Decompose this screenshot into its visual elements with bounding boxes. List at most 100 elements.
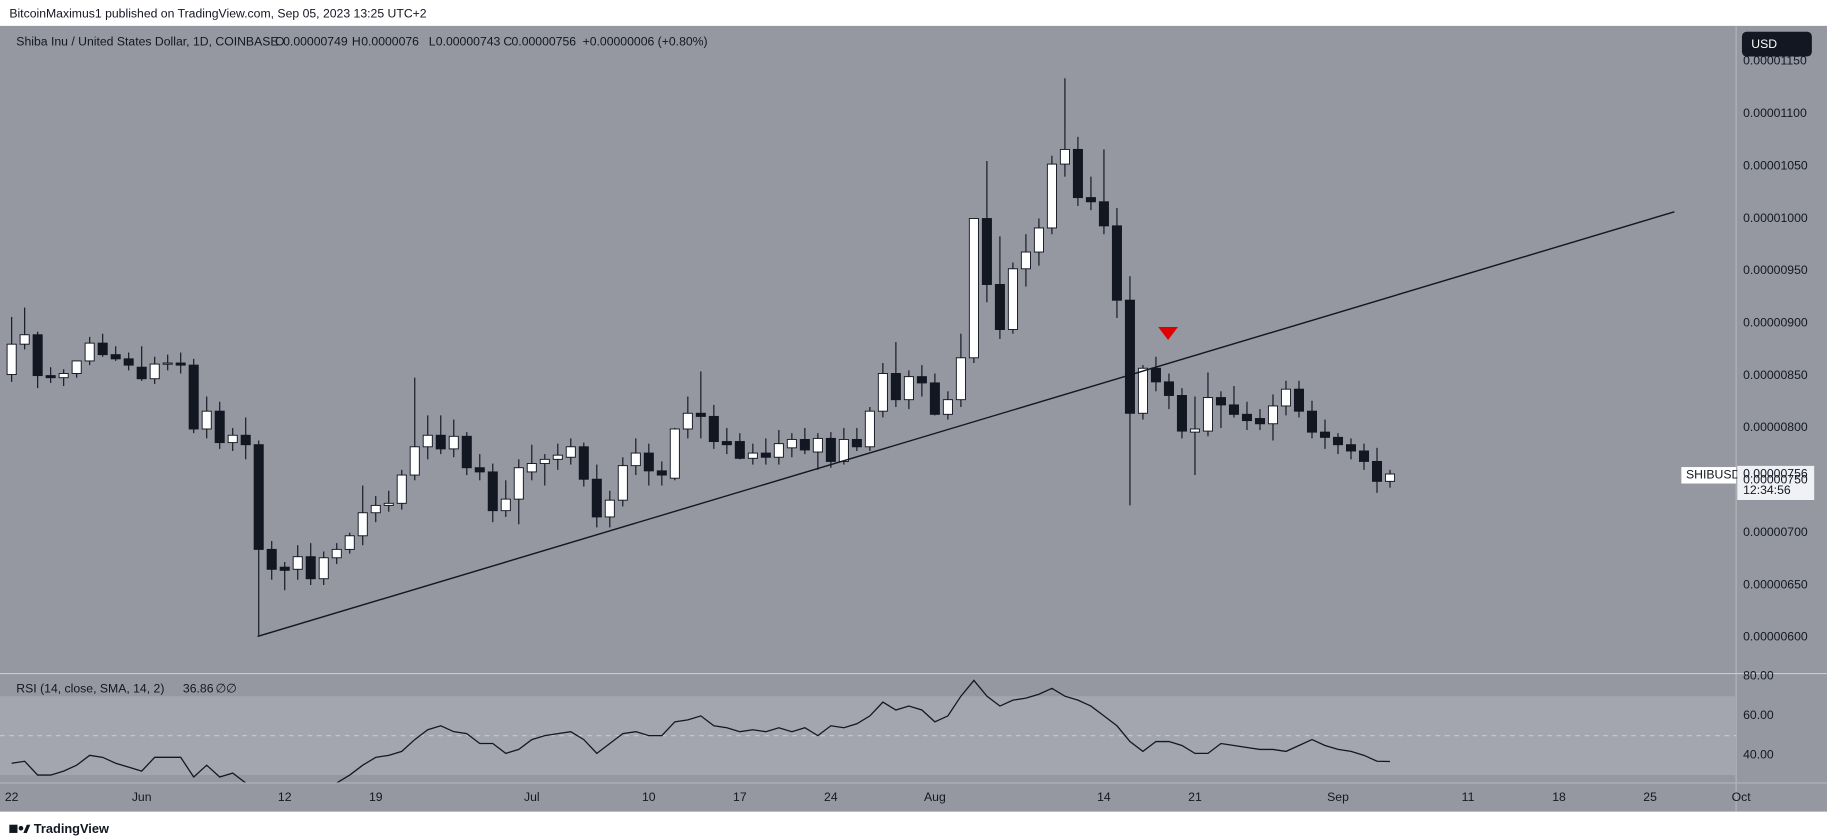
candle-body bbox=[1215, 397, 1226, 406]
candle-body bbox=[981, 218, 992, 285]
candle-body bbox=[968, 218, 979, 359]
rsi-tick-label: 60.00 bbox=[1743, 708, 1774, 722]
candle-body bbox=[1371, 460, 1383, 482]
candle-body bbox=[1150, 367, 1161, 383]
candle-body bbox=[643, 452, 654, 472]
candle-body bbox=[669, 428, 680, 479]
rsi-tick-label: 40.00 bbox=[1743, 748, 1774, 762]
candle-body bbox=[604, 499, 615, 518]
candle-body bbox=[565, 446, 576, 458]
chart-background bbox=[0, 25, 1827, 812]
x-tick-label: 11 bbox=[1462, 790, 1475, 804]
candle-body bbox=[890, 373, 901, 401]
legend-key: O bbox=[275, 35, 285, 49]
candle-body bbox=[1345, 444, 1357, 452]
candle-body bbox=[1020, 251, 1031, 270]
trendline bbox=[257, 211, 1675, 638]
candle-body bbox=[279, 566, 290, 571]
candle-body bbox=[1319, 431, 1331, 438]
y-tick-label: 0.00000800 bbox=[1743, 420, 1808, 434]
y-tick-label: 0.00001000 bbox=[1743, 211, 1808, 225]
symbol-tag bbox=[1681, 467, 1737, 484]
candle-body bbox=[71, 360, 82, 374]
y-tick-label: 0.00001100 bbox=[1743, 106, 1807, 120]
chart-title: Shiba Inu / United States Dollar, 1D, CO… bbox=[16, 35, 278, 49]
legend-high: 0.0000076 bbox=[361, 35, 419, 49]
x-tick-label: 10 bbox=[642, 790, 656, 804]
candle-body bbox=[474, 467, 485, 473]
x-tick-label: 18 bbox=[1552, 790, 1566, 804]
candle-body bbox=[227, 434, 238, 444]
candle-body bbox=[1007, 268, 1018, 330]
y-tick-label: 0.00000900 bbox=[1743, 315, 1808, 329]
candle-body bbox=[32, 334, 43, 377]
currency-label[interactable]: USD bbox=[1751, 37, 1777, 51]
y-tick-label: 0.00001050 bbox=[1743, 158, 1808, 172]
legend-key: H bbox=[352, 35, 361, 49]
indicator-na: ∅ bbox=[226, 682, 237, 696]
candle-body bbox=[1085, 197, 1096, 203]
logo bbox=[9, 824, 31, 833]
candle-body bbox=[1293, 388, 1305, 412]
candle-body bbox=[929, 382, 940, 415]
candle-body bbox=[1384, 473, 1396, 482]
x-tick-label: 21 bbox=[1188, 790, 1202, 804]
candle-body bbox=[305, 556, 316, 580]
candle-body bbox=[1332, 436, 1344, 446]
candle-body bbox=[942, 399, 953, 415]
candle-body bbox=[1280, 388, 1292, 407]
y-tick-label: 0.00000600 bbox=[1743, 630, 1808, 644]
candle-body bbox=[1072, 148, 1083, 199]
candle-body bbox=[45, 375, 56, 379]
candle-body bbox=[955, 357, 966, 401]
candle-body bbox=[1241, 413, 1252, 422]
candle-body bbox=[1254, 418, 1265, 425]
candle-body bbox=[175, 362, 186, 366]
candle-body bbox=[292, 556, 303, 570]
candle-body bbox=[1202, 397, 1213, 432]
candle-body bbox=[734, 441, 745, 459]
rsi-tick-label: 80.00 bbox=[1743, 669, 1774, 683]
x-tick-label: Jun bbox=[132, 790, 152, 804]
candle-body bbox=[318, 557, 329, 580]
candle-body bbox=[6, 343, 17, 376]
y-tick-label: 0.00000650 bbox=[1743, 577, 1808, 591]
candle-body bbox=[435, 434, 446, 450]
candle-body bbox=[149, 363, 160, 380]
candle-body bbox=[1098, 201, 1109, 227]
candle-body bbox=[916, 376, 927, 384]
candle-body bbox=[344, 535, 355, 550]
candle-body bbox=[240, 434, 251, 446]
legend-open: 0.00000749 bbox=[283, 35, 348, 49]
countdown: 12:34:56 bbox=[1743, 483, 1791, 497]
candle-body bbox=[773, 443, 784, 458]
legend-low: 0.00000743 bbox=[436, 35, 501, 49]
candle-body bbox=[1228, 404, 1239, 415]
legend-key: L bbox=[429, 35, 436, 49]
x-tick-label: 19 bbox=[369, 790, 383, 804]
currency-button[interactable] bbox=[1741, 31, 1812, 57]
candle-body bbox=[331, 548, 342, 559]
candle-body bbox=[162, 362, 173, 365]
last-price: 0.00000756 bbox=[1743, 466, 1808, 480]
candle-body bbox=[747, 452, 758, 459]
candle-body bbox=[578, 446, 589, 480]
x-tick-label: 17 bbox=[733, 790, 747, 804]
main-pane bbox=[6, 78, 1396, 636]
candle-body bbox=[1033, 227, 1044, 253]
candle-body bbox=[799, 438, 810, 451]
candle-body bbox=[123, 358, 134, 366]
candle-body bbox=[1189, 428, 1200, 433]
candle-body bbox=[877, 373, 888, 412]
candle-body bbox=[994, 284, 1005, 330]
y-tick-label: 0.00000700 bbox=[1743, 525, 1808, 539]
candle-body bbox=[448, 435, 459, 450]
x-tick-label: 12 bbox=[278, 790, 292, 804]
x-tick-label: 25 bbox=[1643, 790, 1657, 804]
candle-body bbox=[136, 366, 147, 380]
candle-body bbox=[1111, 225, 1122, 301]
candle-body bbox=[188, 364, 199, 430]
indicator-title: RSI (14, close, SMA, 14, 2) bbox=[16, 682, 164, 696]
candle-body bbox=[812, 437, 823, 453]
